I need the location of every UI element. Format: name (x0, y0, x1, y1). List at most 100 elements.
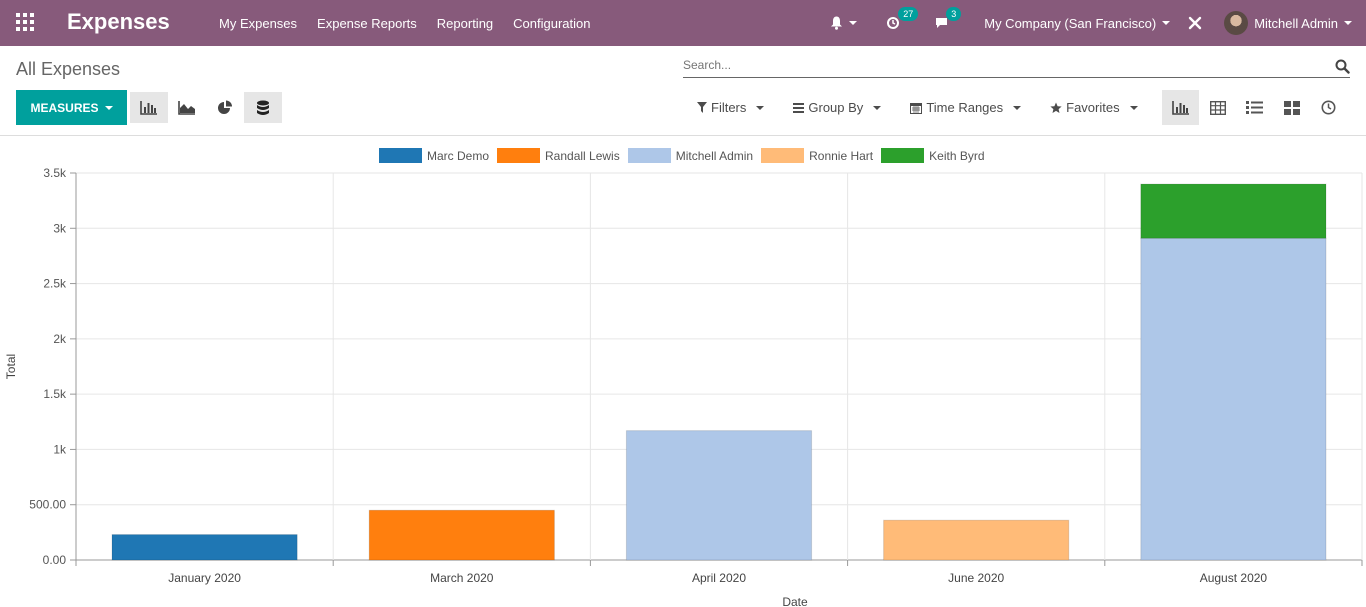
search-icon[interactable] (1335, 59, 1350, 74)
y-axis-label: Total (4, 354, 18, 379)
activities-button[interactable]: 27 (887, 7, 919, 29)
groupby-label: Group By (808, 100, 864, 115)
bar[interactable] (883, 519, 1070, 561)
chevron-down-icon (756, 105, 765, 110)
y-tick-label: 2k (53, 332, 67, 346)
legend-label: Keith Byrd (929, 148, 985, 163)
pie-chart-icon (218, 100, 232, 114)
app-title: Expenses (67, 9, 170, 34)
activity-view-button[interactable] (1310, 90, 1347, 125)
pie-chart-button[interactable] (206, 92, 244, 123)
y-tick-label: 500.00 (29, 498, 66, 512)
main-menu: My Expenses Expense Reports Reporting Co… (219, 0, 590, 46)
menu-item-configuration[interactable]: Configuration (513, 15, 591, 31)
expenses-bar-chart: 0.00 500.00 1k 1.5k 2k 2.5k 3k 3.5k January 2020… (4, 166, 1363, 607)
search-options: Filters Group By Time Ranges Favorites (697, 92, 1138, 123)
bar[interactable] (1140, 183, 1327, 239)
table-icon (1209, 100, 1226, 115)
legend-item-ronnie-hart[interactable]: Ronnie Hart (761, 148, 873, 163)
messages-button[interactable]: 3 (935, 7, 962, 29)
view-switcher (1162, 90, 1347, 125)
legend-swatch (627, 148, 671, 163)
legend-swatch (761, 148, 805, 163)
legend-item-mitchell-admin[interactable]: Mitchell Admin (627, 148, 754, 163)
legend-swatch (881, 148, 925, 163)
x-tick-label: August 2020 (1200, 571, 1268, 585)
timeranges-dropdown[interactable]: Time Ranges (910, 100, 1022, 115)
bar[interactable] (111, 534, 298, 561)
debug-tools-button[interactable] (1188, 16, 1202, 30)
user-menu[interactable]: Mitchell Admin (1224, 11, 1352, 35)
legend-label: Mitchell Admin (675, 148, 754, 163)
y-tick-label: 1.5k (43, 387, 67, 401)
menu-item-expense-reports[interactable]: Expense Reports (317, 15, 417, 31)
message-count-badge: 3 (946, 7, 962, 21)
clock-icon (1321, 100, 1336, 115)
menu-item-my-expenses[interactable]: My Expenses (219, 15, 298, 31)
notifications-dropdown[interactable] (830, 16, 858, 30)
breadcrumb: All Expenses (16, 59, 121, 79)
bar[interactable] (1140, 237, 1327, 561)
user-name: Mitchell Admin (1254, 15, 1338, 31)
chart-type-switcher (130, 92, 282, 123)
legend-item-marc-demo[interactable]: Marc Demo (379, 148, 489, 163)
apps-menu-icon[interactable] (16, 13, 34, 31)
x-tick-label: June 2020 (948, 571, 1004, 585)
pivot-view-button[interactable] (1199, 90, 1236, 125)
filters-label: Filters (711, 100, 747, 115)
company-name: My Company (San Francisco) (984, 15, 1157, 31)
timeranges-label: Time Ranges (926, 100, 1004, 115)
search-bar (683, 56, 1350, 78)
y-tick-label: 3k (53, 221, 67, 235)
y-tick-label: 0.00 (43, 553, 67, 567)
legend-label: Ronnie Hart (809, 148, 874, 163)
activity-count-badge: 27 (898, 7, 919, 21)
legend-label: Randall Lewis (545, 148, 620, 163)
favorites-dropdown[interactable]: Favorites (1050, 100, 1138, 115)
area-chart-icon (178, 100, 195, 115)
bar[interactable] (625, 430, 813, 561)
graph-view-button[interactable] (1162, 90, 1199, 125)
legend-item-keith-byrd[interactable]: Keith Byrd (881, 148, 985, 163)
line-chart-button[interactable] (168, 92, 206, 123)
bar-chart-icon (1171, 100, 1189, 115)
control-panel-divider (0, 135, 1366, 136)
menu-item-reporting[interactable]: Reporting (436, 15, 494, 31)
legend-item-randall-lewis[interactable]: Randall Lewis (497, 148, 620, 163)
search-input[interactable] (683, 58, 1323, 72)
filter-icon (697, 102, 707, 113)
list-view-button[interactable] (1236, 90, 1273, 125)
bars-icon (793, 102, 805, 113)
chat-icon (936, 18, 948, 28)
chevron-down-icon (104, 105, 113, 110)
bar[interactable] (368, 509, 555, 561)
list-icon (1246, 101, 1263, 114)
star-icon (1050, 102, 1062, 113)
kanban-view-button[interactable] (1273, 90, 1310, 125)
x-tick-label: March 2020 (430, 571, 494, 585)
x-axis-label: Date (782, 595, 808, 607)
groupby-dropdown[interactable]: Group By (793, 100, 882, 115)
grid-icon (1283, 100, 1300, 115)
stacked-toggle-button[interactable] (244, 92, 282, 123)
chart-legend: Marc Demo Randall Lewis Mitchell Admin R… (379, 148, 993, 163)
chevron-down-icon (1129, 105, 1138, 110)
favorites-label: Favorites (1066, 100, 1120, 115)
legend-label: Marc Demo (427, 148, 490, 163)
company-switcher[interactable]: My Company (San Francisco) (984, 15, 1171, 31)
chevron-down-icon (1162, 21, 1171, 25)
x-tick-label: January 2020 (168, 571, 241, 585)
chevron-down-icon (849, 21, 858, 25)
y-tick-label: 3.5k (43, 166, 67, 180)
database-icon (257, 100, 269, 115)
y-tick-label: 2.5k (43, 277, 67, 291)
tools-icon (1188, 16, 1202, 30)
calendar-icon (910, 102, 923, 114)
bell-icon (831, 16, 843, 30)
measures-button[interactable]: MEASURES (16, 90, 127, 125)
filters-dropdown[interactable]: Filters (697, 100, 765, 115)
bar-chart-button[interactable] (130, 92, 168, 123)
chevron-down-icon (873, 105, 882, 110)
legend-swatch (497, 148, 541, 163)
top-navbar: Expenses My Expenses Expense Reports Rep… (0, 0, 1366, 46)
